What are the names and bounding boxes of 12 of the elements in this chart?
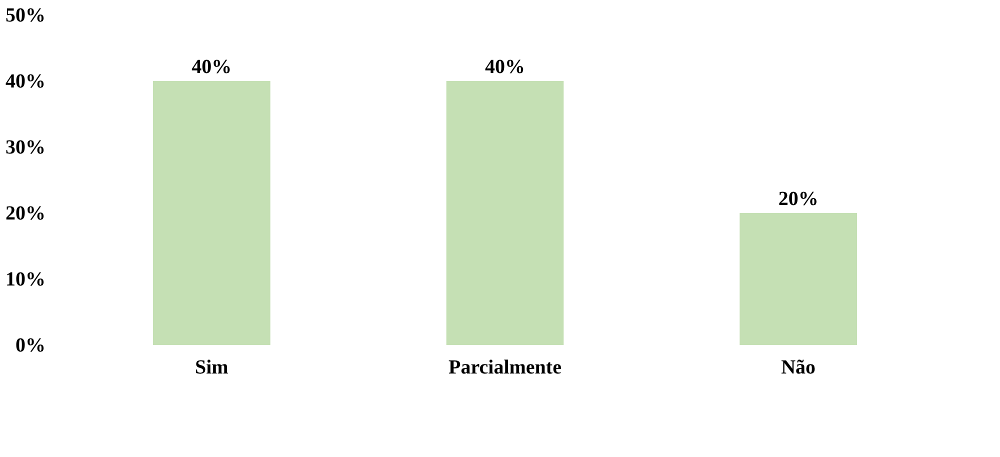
y-tick-label: 50% xyxy=(6,4,46,26)
y-tick-label: 20% xyxy=(6,202,46,224)
y-tick-label: 10% xyxy=(6,268,46,290)
data-label: 20% xyxy=(778,188,818,210)
y-tick-label: 0% xyxy=(16,334,46,356)
data-label: 40% xyxy=(192,56,232,78)
y-tick-label: 40% xyxy=(6,70,46,92)
data-label: 40% xyxy=(485,56,525,78)
x-tick-label: Não xyxy=(781,356,816,378)
y-tick-label: 30% xyxy=(6,136,46,158)
x-tick-label: Parcialmente xyxy=(448,356,562,378)
x-tick-label: Sim xyxy=(194,356,229,378)
